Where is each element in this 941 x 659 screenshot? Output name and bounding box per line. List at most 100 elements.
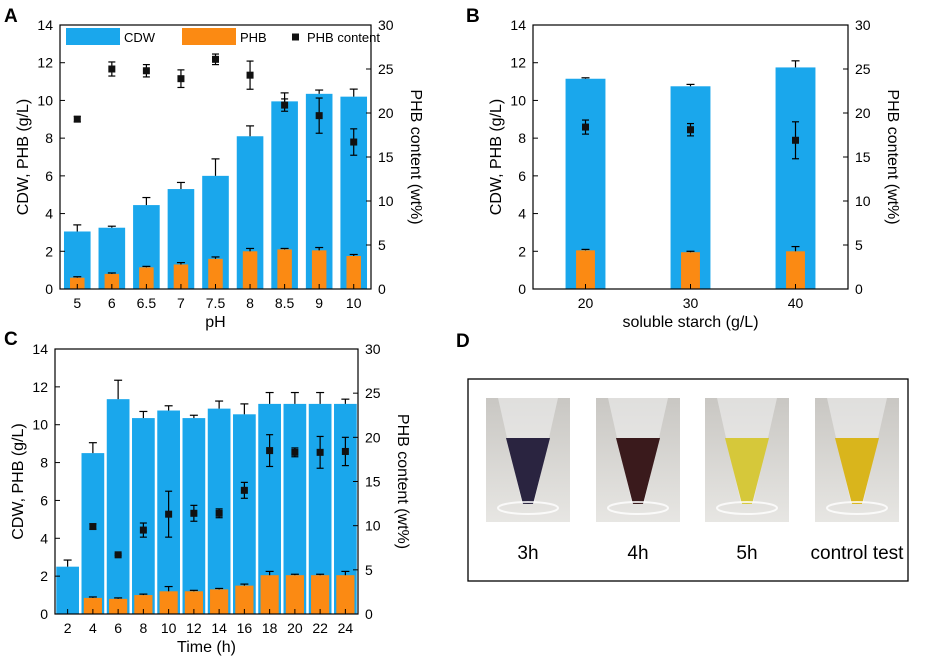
y2-axis-title: PHB content (wt%): [884, 89, 901, 224]
y-tick-label: 4: [40, 530, 48, 546]
phb-content-point-10: [165, 510, 173, 518]
photo-label: control test: [811, 543, 905, 564]
y-tick-label: 12: [32, 379, 48, 395]
x-tick-label: 5: [73, 295, 81, 311]
phb-content-point-14: [215, 509, 223, 517]
x-axis-title: Time (h): [177, 639, 236, 656]
phb-bar-7.5: [208, 258, 223, 289]
y-tick-label: 4: [45, 206, 53, 222]
phb-bar-18: [260, 575, 279, 614]
cdw-bar-24: [334, 403, 357, 614]
cdw-bar-20: [283, 403, 307, 614]
phb-content-point-20: [291, 448, 299, 456]
tube-liquid: [616, 438, 660, 504]
x-tick-label: 8.5: [275, 295, 295, 311]
phb-bar-24: [336, 575, 355, 614]
y-tick-label: 6: [45, 168, 53, 184]
phb-content-point-7.5: [212, 55, 219, 63]
x-tick-label: 20: [287, 620, 303, 636]
y2-tick-label: 30: [378, 17, 394, 33]
tube-stand: [826, 501, 888, 515]
y-tick-label: 6: [518, 168, 526, 184]
phb-bar-8: [242, 251, 258, 289]
phb-bar-14: [210, 589, 229, 614]
phb-content-point-30: [687, 126, 694, 134]
phb-content-point-6: [108, 65, 116, 73]
y2-tick-label: 0: [378, 281, 386, 297]
panel-a: 0 2 4 6 8 10 12 14 0 5 10 15 20 25 30 5 6 6.5 7 7.5 8 8.5 9 10 p…: [4, 6, 424, 331]
tube-stand: [497, 501, 559, 515]
y-tick-label: 6: [40, 492, 48, 508]
x-axis-title: soluble starch (g/L): [622, 314, 758, 331]
phb-content-point-20: [582, 123, 589, 131]
y2-tick-label: 10: [855, 193, 871, 209]
phb-content-point-12: [190, 509, 198, 517]
panel-d: D 3h 4h 5h control test: [456, 331, 909, 582]
x-tick-label: 18: [262, 620, 278, 636]
phb-bar-4: [83, 597, 102, 614]
phb-bar-7: [173, 264, 189, 289]
y-tick-label: 12: [510, 55, 526, 71]
phb-content-point-8: [139, 526, 147, 534]
y2-tick-label: 10: [378, 193, 394, 209]
x-tick-label: 6.5: [137, 295, 157, 311]
x-tick-label: 12: [186, 620, 202, 636]
legend-phb-label: PHB: [240, 30, 267, 45]
y-tick-label: 0: [40, 606, 48, 622]
y-tick-label: 2: [518, 243, 526, 259]
x-tick-label: 24: [338, 620, 354, 636]
y2-tick-label: 25: [365, 385, 381, 401]
panel-letter: D: [456, 331, 470, 352]
phb-content-point-40: [792, 136, 799, 144]
x-tick-label: 40: [788, 295, 804, 311]
y2-tick-label: 5: [365, 562, 373, 578]
y2-tick-label: 10: [365, 518, 381, 534]
y2-tick-label: 15: [378, 149, 394, 165]
y-tick-label: 10: [37, 92, 53, 108]
phb-content-point-6: [114, 551, 122, 559]
phb-bar-10: [346, 256, 361, 289]
legend-phb-content-label: PHB content: [307, 30, 380, 45]
y2-tick-label: 25: [855, 61, 871, 77]
cdw-bar-4: [81, 453, 105, 614]
y2-tick-label: 5: [378, 237, 386, 253]
y-tick-label: 0: [518, 281, 526, 297]
phb-bar-10: [159, 591, 178, 614]
panel-letter: B: [466, 6, 480, 27]
phb-bar-12: [184, 591, 203, 614]
phb-content-point-24: [341, 447, 349, 455]
y2-axis-title: PHB content (wt%): [394, 414, 411, 549]
y2-tick-label: 25: [378, 61, 394, 77]
phb-bar-30: [681, 252, 700, 289]
phb-content-point-4: [89, 523, 97, 531]
phb-content-point-8: [246, 71, 254, 79]
x-tick-label: 14: [211, 620, 227, 636]
phb-bar-20: [576, 250, 595, 289]
y-tick-label: 12: [37, 55, 53, 71]
phb-content-point-16: [240, 486, 248, 494]
legend-cdw-swatch: [66, 28, 120, 45]
panel-letter: A: [4, 6, 18, 27]
tube-liquid: [725, 438, 769, 504]
tube-stand: [716, 501, 778, 515]
x-tick-label: 16: [237, 620, 253, 636]
legend-phb-content-marker: [292, 33, 299, 41]
phb-content-point-6.5: [142, 67, 150, 75]
y-tick-label: 0: [45, 281, 53, 297]
y-tick-label: 14: [32, 341, 48, 357]
x-tick-label: 2: [64, 620, 72, 636]
cdw-bar-16: [233, 414, 256, 614]
x-tick-label: 7: [177, 295, 185, 311]
y2-tick-label: 5: [855, 237, 863, 253]
phb-bar-40: [786, 251, 805, 289]
phb-bar-9: [311, 250, 327, 289]
y2-tick-label: 20: [365, 429, 381, 445]
cdw-bar-6: [106, 399, 130, 614]
y-tick-label: 2: [40, 568, 48, 584]
photo-label: 5h: [736, 543, 757, 564]
panel-letter: C: [4, 329, 18, 350]
phb-content-point-5: [73, 115, 81, 123]
y2-tick-label: 15: [365, 474, 381, 490]
y-tick-label: 10: [510, 92, 526, 108]
y2-tick-label: 30: [855, 17, 871, 33]
